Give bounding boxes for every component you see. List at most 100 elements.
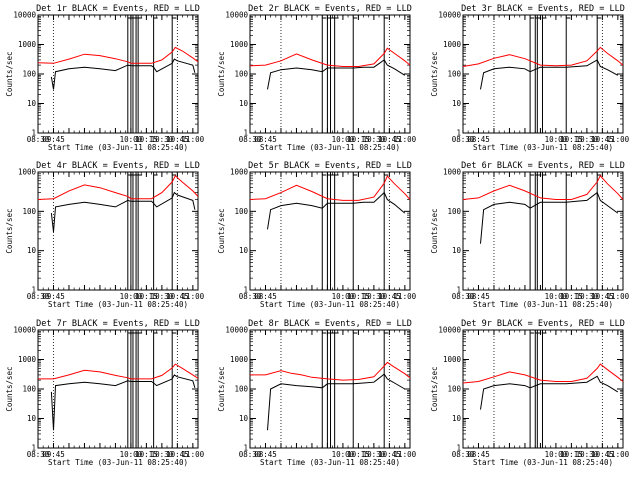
x-tick-label: 08:30: [452, 450, 475, 459]
x-tick-label: 10:30: [576, 135, 599, 144]
y-tick-label: 1: [31, 129, 36, 138]
x-tick-label: 10:00: [120, 292, 143, 301]
y-axis-label: Counts/sec: [5, 51, 14, 96]
events-rate-line: [267, 59, 406, 90]
detector-panel-2: Det 2r BLACK = Events, RED = LLD 1 10 100 10…: [217, 4, 417, 152]
x-tick-label: 08:30: [452, 135, 475, 144]
y-tick-label: 10000: [438, 11, 461, 20]
y-axis-label: Counts/sec: [217, 51, 226, 96]
x-tick-label: 10:15: [135, 292, 158, 301]
y-tick-label: 1000: [443, 40, 462, 49]
detector-panel-8: Det 8r BLACK = Events, RED = LLD 1 10 100 10…: [217, 319, 417, 467]
detector-panel-5: Det 5r BLACK = Events, RED = LLD 1 10 100 10…: [217, 161, 417, 309]
y-tick-label: 1000: [18, 168, 37, 177]
x-tick-label: 08:30: [452, 292, 475, 301]
lld-rate-line: [250, 361, 411, 381]
lld-rate-line: [249, 175, 411, 201]
y-tick-label: 100: [234, 207, 248, 216]
lld-rate-line: [37, 46, 199, 64]
y-tick-label: 100: [234, 70, 248, 79]
y-tick-label: 1: [31, 444, 36, 453]
lld-rate-line: [462, 46, 624, 67]
x-tick-label: 11:00: [182, 135, 205, 144]
x-tick-label: 11:00: [182, 450, 205, 459]
x-tick-label: 10:30: [151, 292, 174, 301]
x-tick-label: 08:45: [254, 135, 277, 144]
x-tick-label: 08:30: [27, 135, 50, 144]
detector-panel-3: Det 3r BLACK = Events, RED = LLD 1 10 100 10…: [430, 4, 630, 152]
x-tick-label: 10:45: [378, 135, 401, 144]
x-tick-label: 10:30: [576, 292, 599, 301]
y-tick-label: 1000: [18, 355, 37, 364]
lld-rate-line: [38, 363, 199, 380]
y-tick-label: 1: [456, 129, 461, 138]
x-tick-label: 10:30: [363, 292, 386, 301]
x-tick-label: 09:45: [42, 135, 65, 144]
x-tick-label: 10:30: [151, 135, 174, 144]
y-tick-label: 1000: [443, 168, 462, 177]
events-rate-line: [50, 191, 196, 232]
events-rate-line: [50, 374, 196, 431]
plot-frame: [249, 171, 411, 291]
x-tick-label: 10:45: [166, 135, 189, 144]
events-rate-line: [267, 191, 406, 230]
y-tick-label: 100: [447, 70, 461, 79]
y-tick-label: 10000: [438, 326, 461, 335]
lld-rate-line: [462, 363, 624, 384]
y-tick-label: 1: [243, 286, 248, 295]
x-tick-label: 08:45: [254, 292, 277, 301]
y-tick-label: 10: [27, 414, 37, 423]
y-tick-label: 100: [22, 70, 36, 79]
panel-title: Det 6r BLACK = Events, RED = LLD: [461, 161, 625, 171]
x-tick-label: 10:45: [591, 135, 614, 144]
x-tick-label: 10:00: [545, 292, 568, 301]
x-tick-label: 10:45: [591, 292, 614, 301]
x-tick-label: 11:00: [394, 292, 417, 301]
plot-frame: [249, 14, 411, 134]
y-axis-label: Counts/sec: [5, 208, 14, 253]
y-axis-label: Counts/sec: [5, 366, 14, 411]
y-tick-label: 1000: [18, 40, 37, 49]
events-rate-line: [50, 58, 196, 90]
y-axis-label: Counts/sec: [430, 51, 439, 96]
y-axis-label: Counts/sec: [430, 366, 439, 411]
y-tick-label: 1: [31, 286, 36, 295]
panel-title: Det 8r BLACK = Events, RED = LLD: [248, 319, 412, 329]
panel-title: Det 4r BLACK = Events, RED = LLD: [36, 161, 200, 171]
y-tick-label: 10: [452, 99, 462, 108]
detector-panel-9: Det 9r BLACK = Events, RED = LLD 1 10 100 10…: [430, 319, 630, 467]
y-tick-label: 100: [447, 385, 461, 394]
y-tick-label: 100: [447, 207, 461, 216]
plot-frame: [462, 329, 624, 449]
y-tick-label: 100: [22, 385, 36, 394]
x-tick-label: 08:30: [239, 450, 262, 459]
y-tick-label: 1: [456, 444, 461, 453]
x-tick-label: 10:15: [135, 135, 158, 144]
panel-title: Det 9r BLACK = Events, RED = LLD: [461, 319, 625, 329]
y-axis-label: Counts/sec: [430, 208, 439, 253]
y-tick-label: 1000: [443, 355, 462, 364]
x-tick-label: 10:15: [560, 292, 583, 301]
x-tick-label: 10:45: [378, 450, 401, 459]
x-axis-label: Start Time (03-Jun-11 08:25:40): [48, 143, 188, 152]
x-tick-label: 10:00: [332, 292, 355, 301]
x-tick-label: 10:30: [363, 135, 386, 144]
x-tick-label: 10:00: [545, 450, 568, 459]
x-tick-label: 10:15: [560, 450, 583, 459]
detector-panel-4: Det 4r BLACK = Events, RED = LLD 1 10 100 10…: [5, 161, 205, 309]
lld-rate-line: [37, 174, 199, 200]
y-tick-label: 1: [456, 286, 461, 295]
x-tick-label: 08:45: [467, 135, 490, 144]
y-tick-label: 1: [243, 129, 248, 138]
x-tick-label: 08:45: [467, 292, 490, 301]
events-rate-line: [480, 191, 619, 244]
x-axis-label: Start Time (03-Jun-11 08:25:40): [473, 143, 613, 152]
x-tick-label: 11:00: [607, 292, 630, 301]
y-tick-label: 10000: [225, 326, 248, 335]
x-axis-label: Start Time (03-Jun-11 08:25:40): [473, 300, 613, 309]
plot-frame: [37, 329, 199, 449]
x-tick-label: 10:45: [378, 292, 401, 301]
x-axis-label: Start Time (03-Jun-11 08:25:40): [473, 458, 613, 467]
plot-frame: [37, 171, 199, 291]
